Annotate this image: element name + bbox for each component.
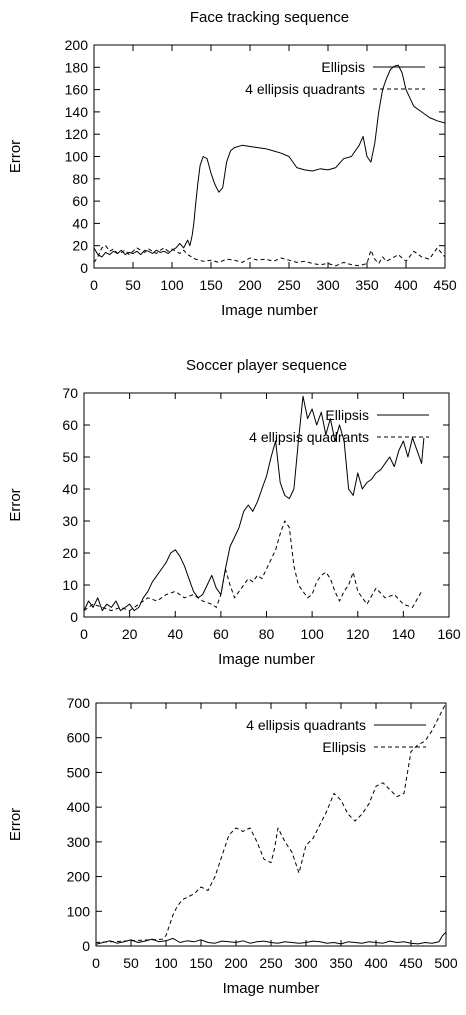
y-tick-label: 200 bbox=[65, 37, 89, 53]
x-tick-label: 350 bbox=[329, 955, 353, 971]
x-tick-label: 0 bbox=[92, 955, 100, 971]
y-tick-label: 300 bbox=[67, 834, 91, 850]
x-tick-label: 400 bbox=[394, 277, 418, 293]
x-tick-label: 100 bbox=[300, 626, 324, 642]
y-tick-label: 140 bbox=[65, 104, 89, 120]
y-tick-label: 120 bbox=[65, 126, 89, 142]
x-tick-label: 500 bbox=[434, 955, 458, 971]
y-tick-label: 160 bbox=[65, 82, 89, 98]
y-tick-label: 100 bbox=[67, 903, 91, 919]
x-tick-label: 80 bbox=[259, 626, 275, 642]
x-tick-label: 300 bbox=[294, 955, 318, 971]
series-line-4-ellipsis-quadrants bbox=[84, 520, 423, 612]
y-tick-label: 20 bbox=[62, 545, 78, 561]
third-chart: 0 50 100 150 200 250 300 350 400 450 500 0 100 200 300… bbox=[7, 695, 458, 997]
x-tick-label: 150 bbox=[199, 277, 223, 293]
x-tick-label: 100 bbox=[154, 955, 178, 971]
x-tick-label: 200 bbox=[224, 955, 248, 971]
x-tick-label: 100 bbox=[160, 277, 184, 293]
y-axis-label: Error bbox=[7, 808, 24, 841]
x-axis-label: Image number bbox=[218, 651, 315, 668]
y-tick-label: 80 bbox=[72, 171, 88, 187]
x-tick-label: 50 bbox=[123, 955, 139, 971]
y-tick-label: 180 bbox=[65, 59, 89, 75]
y-tick-label: 0 bbox=[70, 609, 78, 625]
series-line-4-ellipsis-quadrants bbox=[96, 931, 446, 945]
x-tick-label: 140 bbox=[392, 626, 416, 642]
y-tick-label: 30 bbox=[62, 513, 78, 529]
x-tick-label: 450 bbox=[399, 955, 423, 971]
plot-frame bbox=[95, 702, 447, 947]
y-tick-label: 10 bbox=[62, 577, 78, 593]
x-tick-label: 120 bbox=[346, 626, 370, 642]
y-tick-label: 40 bbox=[72, 215, 88, 231]
x-tick-label: 0 bbox=[80, 626, 88, 642]
x-axis-label: Image number bbox=[221, 302, 318, 319]
legend-label: 4 ellipsis quadrants bbox=[249, 429, 369, 445]
chart-title: Face tracking sequence bbox=[190, 9, 349, 26]
y-tick-label: 60 bbox=[72, 193, 88, 209]
x-tick-label: 0 bbox=[90, 277, 98, 293]
x-tick-label: 200 bbox=[238, 277, 262, 293]
series-line-4-ellipsis-quadrants bbox=[94, 245, 445, 267]
x-tick-label: 450 bbox=[433, 277, 457, 293]
x-tick-label: 250 bbox=[259, 955, 283, 971]
x-tick-label: 40 bbox=[167, 626, 183, 642]
series-line-ellipsis bbox=[96, 703, 446, 943]
x-axis-label: Image number bbox=[223, 980, 320, 997]
legend-label: 4 ellipsis quadrants bbox=[246, 717, 366, 733]
y-tick-label: 400 bbox=[67, 799, 91, 815]
x-tick-label: 20 bbox=[122, 626, 138, 642]
x-tick-label: 250 bbox=[277, 277, 301, 293]
y-tick-label: 50 bbox=[62, 449, 78, 465]
x-tick-label: 400 bbox=[364, 955, 388, 971]
legend-label: Ellipsis bbox=[322, 739, 366, 755]
legend-label: 4 ellipsis quadrants bbox=[245, 81, 365, 97]
chart-title: Soccer player sequence bbox=[186, 357, 347, 374]
x-tick-label: 150 bbox=[189, 955, 213, 971]
legend-label: Ellipsis bbox=[325, 407, 369, 423]
y-tick-label: 500 bbox=[67, 764, 91, 780]
y-tick-label: 600 bbox=[67, 730, 91, 746]
x-tick-label: 160 bbox=[437, 626, 461, 642]
y-tick-label: 0 bbox=[80, 260, 88, 276]
plot-frame bbox=[83, 392, 450, 618]
y-axis-label: Error bbox=[7, 488, 24, 521]
y-tick-label: 100 bbox=[65, 149, 89, 165]
y-tick-label: 0 bbox=[82, 938, 90, 954]
y-tick-label: 200 bbox=[67, 869, 91, 885]
x-tick-label: 350 bbox=[355, 277, 379, 293]
x-tick-label: 60 bbox=[213, 626, 229, 642]
y-tick-label: 70 bbox=[62, 385, 78, 401]
y-tick-label: 40 bbox=[62, 481, 78, 497]
series-line-ellipsis bbox=[94, 64, 445, 258]
y-axis-label: Error bbox=[7, 140, 24, 173]
legend-label: Ellipsis bbox=[321, 59, 365, 75]
y-tick-label: 20 bbox=[72, 238, 88, 254]
plot-frame bbox=[93, 44, 446, 269]
x-tick-label: 50 bbox=[125, 277, 141, 293]
y-tick-label: 700 bbox=[67, 695, 91, 711]
x-tick-label: 300 bbox=[316, 277, 340, 293]
y-tick-label: 60 bbox=[62, 417, 78, 433]
